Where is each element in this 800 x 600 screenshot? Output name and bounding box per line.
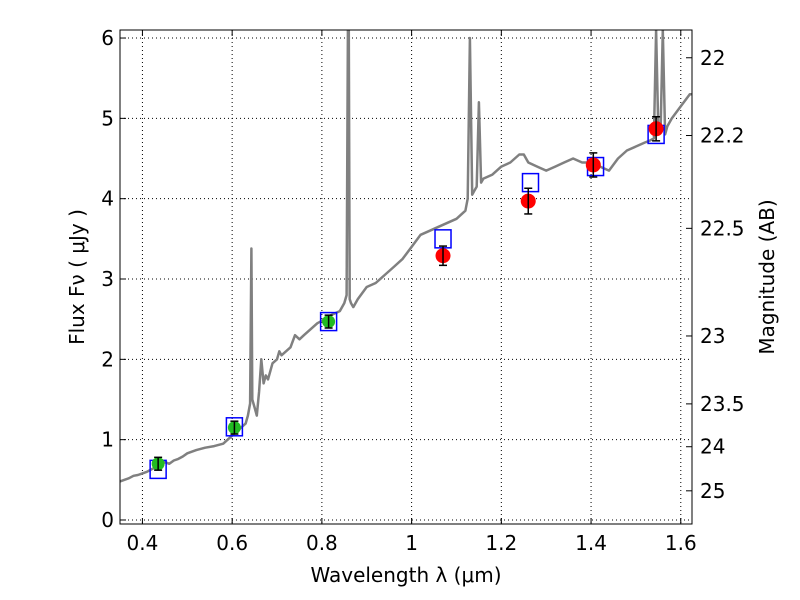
- mag-tick-label: 22: [700, 46, 725, 70]
- model-box: [521, 172, 540, 193]
- y-axis-label: Flux Fν ( μJy ): [65, 209, 89, 345]
- plot-frame: [119, 29, 693, 525]
- mag-tick-label: 24: [700, 435, 725, 459]
- x-tick-label: 1.2: [485, 531, 517, 555]
- x-tick-label: 1: [405, 531, 418, 555]
- data-layer: [120, 30, 692, 483]
- mag-tick-label: 23.5: [700, 392, 745, 416]
- y-tick-label: 0: [101, 508, 114, 532]
- x-tick-label: 1.4: [575, 531, 607, 555]
- x-tick-label: 0.6: [216, 531, 248, 555]
- y2-axis-label: Magnitude (AB): [755, 199, 779, 354]
- x-axis-label: Wavelength λ (μm): [310, 563, 501, 587]
- y-tick-label: 4: [101, 187, 114, 211]
- y-tick-label: 2: [101, 347, 114, 371]
- mag-tick-label: 25: [700, 479, 725, 503]
- model-box: [319, 311, 338, 332]
- y-tick-label: 6: [101, 26, 114, 50]
- x-tick-label: 0.4: [127, 531, 159, 555]
- mag-tick-label: 23: [700, 324, 725, 348]
- ticks: [120, 30, 692, 524]
- tick-labels: 0.4 0.6 0.8 1 1.2 1.4 1.601234562222.222.52323…: [101, 26, 744, 555]
- mag-tick-label: 22.2: [700, 124, 745, 148]
- x-tick-label: 1.6: [665, 531, 697, 555]
- mag-tick-label: 22.5: [700, 216, 745, 240]
- y-tick-label: 5: [101, 106, 114, 130]
- x-tick-label: 0.8: [306, 531, 338, 555]
- grid: [120, 30, 692, 524]
- model-box: [225, 417, 244, 437]
- plot-background: [120, 30, 692, 524]
- y-tick-label: 3: [101, 267, 114, 291]
- y-tick-label: 1: [101, 428, 114, 452]
